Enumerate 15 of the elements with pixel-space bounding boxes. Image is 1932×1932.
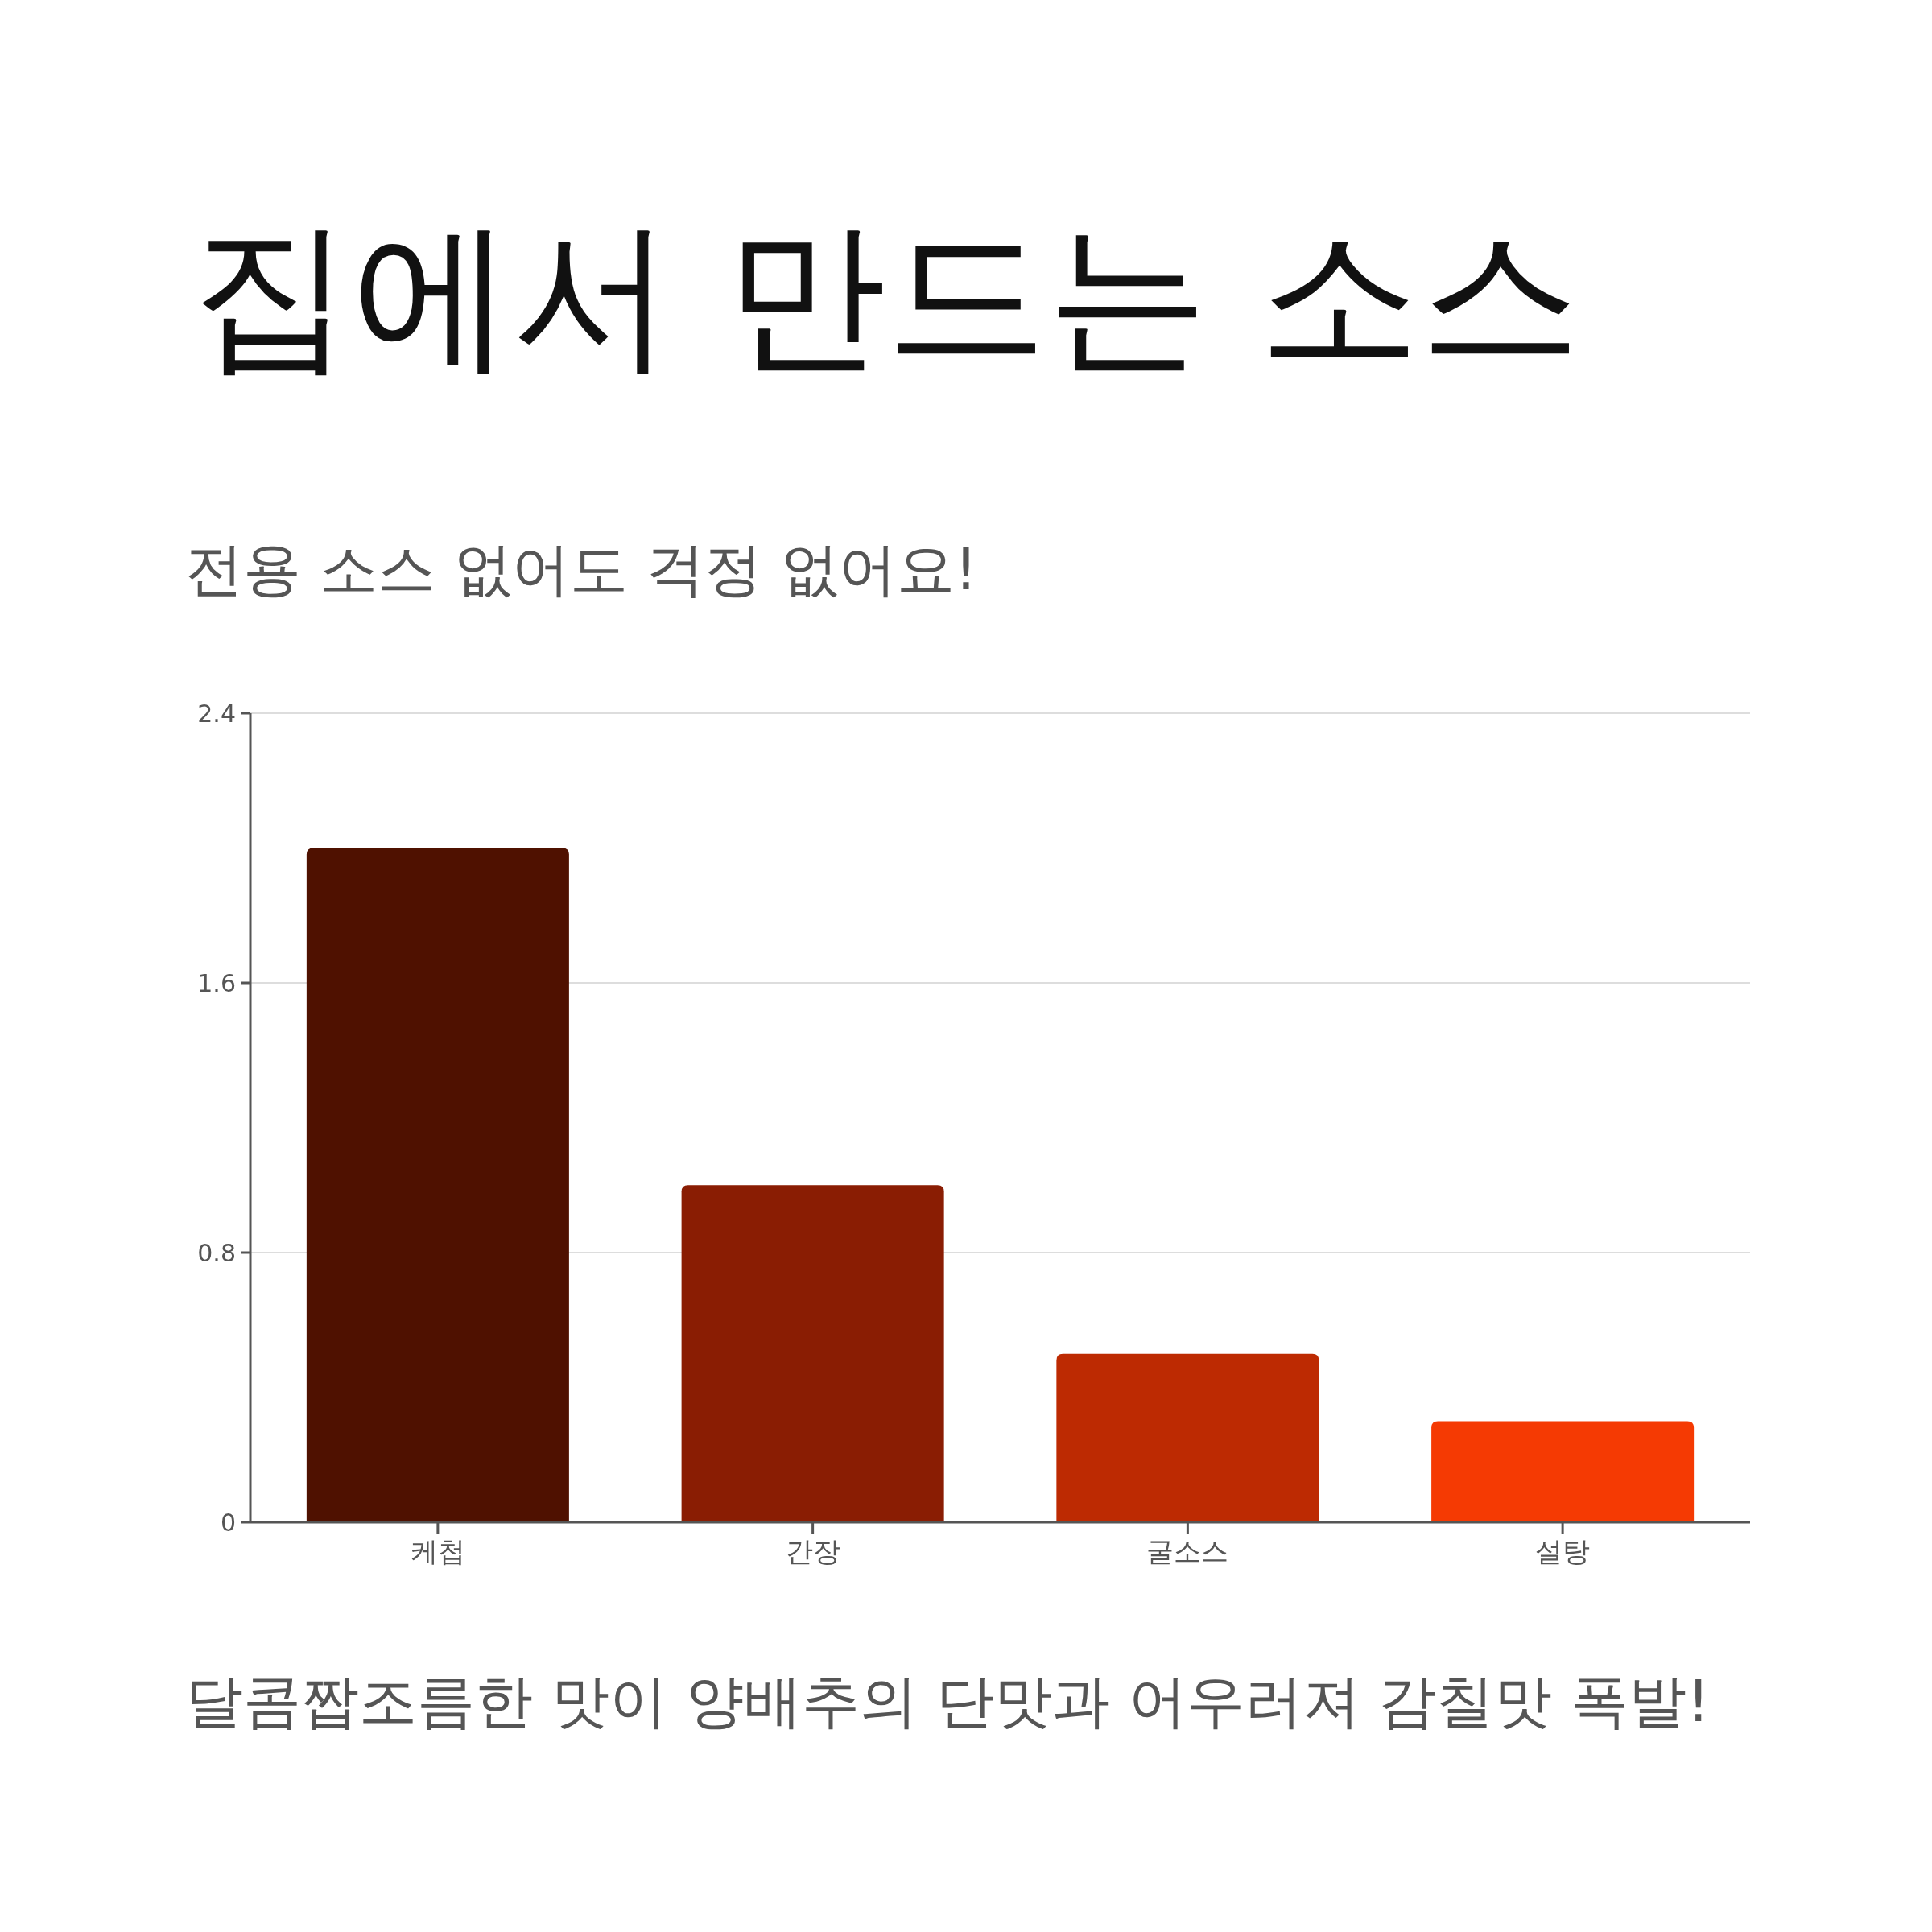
bar (1431, 1421, 1695, 1522)
bar (681, 1185, 944, 1522)
x-tick-label: 굴소스 (1146, 1535, 1229, 1567)
y-tick-label: 0 (220, 1508, 236, 1537)
x-tick-label: 케첩 (410, 1535, 465, 1567)
chart-title: 집에서 만드는 소스 (191, 201, 1582, 389)
chart-subtitle: 전용 소스 없어도 걱정 없어요! (185, 535, 978, 603)
y-tick-label: 1.6 (197, 968, 236, 997)
y-tick-label: 2.4 (197, 699, 236, 728)
y-tick-label: 0.8 (197, 1238, 236, 1267)
bar (306, 848, 569, 1522)
text: 달콤짭조름한 맛이 양배추의 단맛과 어우러져 감칠맛 폭발! (185, 1667, 1711, 1735)
x-tick-label: 설탕 (1535, 1535, 1591, 1567)
bar (1056, 1353, 1319, 1522)
x-tick-label: 간장 (785, 1535, 840, 1567)
